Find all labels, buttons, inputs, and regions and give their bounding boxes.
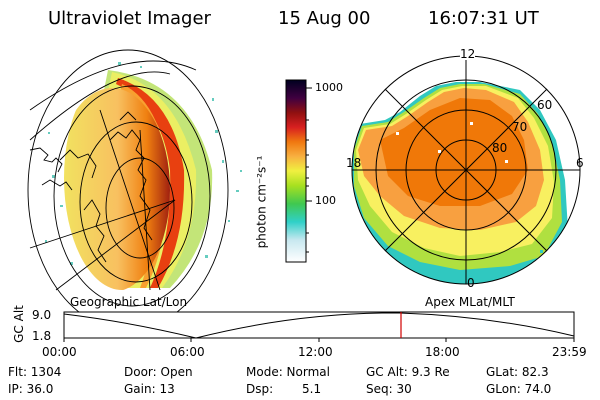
mlat-label-60: 60 [537,98,553,112]
mlat-label-80: 80 [492,141,508,155]
colorbar-tick-100: 100 [315,194,336,207]
color-bar [285,79,312,263]
mlat-label-70: 70 [512,120,528,134]
status-door: Door: Open [124,365,193,379]
colorbar-tick-1000: 1000 [315,81,343,94]
altitude-ylabel: GC Alt [11,305,26,343]
polar-image [351,55,581,285]
status-seq: Seq: 30 [366,382,412,396]
apex-panel-label: Apex MLat/MLT [425,295,515,309]
altitude-ytick-top: 9.0 [32,308,52,322]
colorbar-unit-label: photon cm⁻²s⁻¹ [254,155,269,249]
time-tick-0000: 00:00 [42,345,77,359]
mlt-label-12: 12 [460,47,476,61]
status-dsp-value: 5.1 [302,382,322,396]
status-dsp-label: Dsp: [246,382,274,396]
status-glat: GLat: 82.3 [486,365,549,379]
mlt-label-18: 18 [346,156,362,170]
time-label: 16:07:31 UT [428,8,539,29]
instrument-title: Ultraviolet Imager [48,8,211,29]
mlt-label-6: 6 [576,156,584,170]
status-flt: Flt: 1304 [8,365,62,379]
mlt-label-0: 0 [467,276,475,290]
time-tick-2359: 23:59 [552,345,587,359]
time-tick-1800: 18:00 [425,345,460,359]
altitude-ytick-bottom: 1.8 [32,329,52,343]
time-tick-0600: 06:00 [170,345,205,359]
status-ip: IP: 36.0 [8,382,54,396]
date-label: 15 Aug 00 [278,8,371,29]
time-tick-1200: 12:00 [298,345,333,359]
status-glon: GLon: 74.0 [486,382,552,396]
status-gain: Gain: 13 [124,382,175,396]
status-gc-alt: GC Alt: 9.3 Re [366,365,450,379]
geographic-image [27,49,242,331]
geographic-panel-label: Geographic Lat/Lon [70,295,188,309]
altitude-plot [63,311,575,342]
status-mode: Mode: Normal [246,365,330,379]
